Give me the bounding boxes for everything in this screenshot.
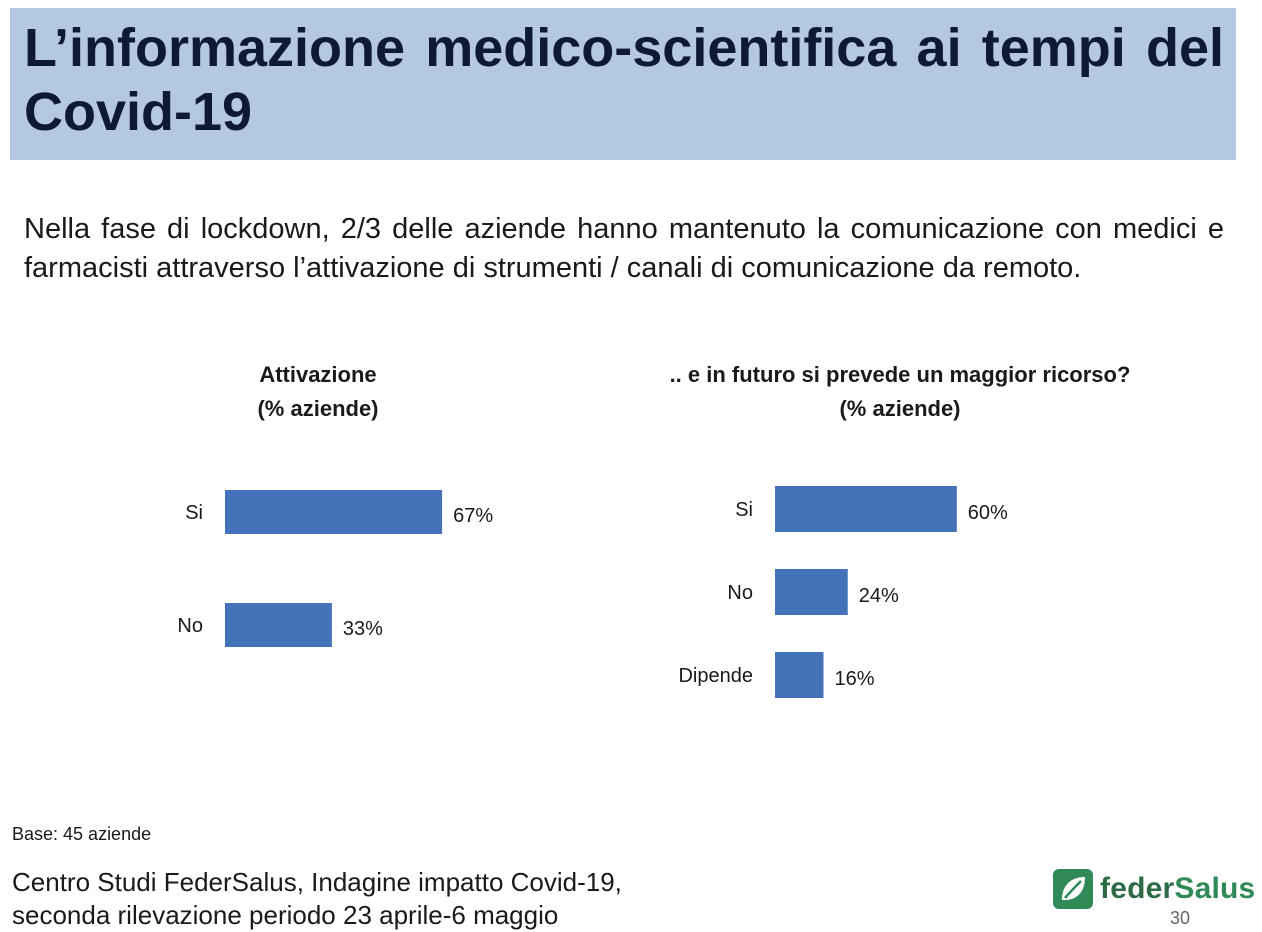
chart-2-value-label: 24% — [859, 585, 899, 607]
chart-1-category-label: Si — [185, 502, 203, 524]
page-title: L’informazione medico-scientifica ai tem… — [24, 18, 1224, 142]
logo-text-feder: feder — [1100, 872, 1175, 905]
chart-2-bar-no — [775, 569, 848, 615]
chart-1-bar-si — [225, 490, 443, 534]
chart-1-category-label: No — [177, 615, 203, 637]
chart-2-category-label: No — [727, 582, 753, 604]
logo-text-salus: Salus — [1174, 872, 1256, 905]
title-band — [10, 8, 1236, 160]
source-line-2: seconda rilevazione periodo 23 aprile-6 … — [12, 900, 559, 930]
source-line-1: Centro Studi FederSalus, Indagine impatt… — [12, 867, 622, 897]
leaf-icon — [1053, 869, 1093, 909]
base-note: Base: 45 aziende — [12, 824, 152, 844]
chart-2-value-label: 60% — [968, 502, 1008, 524]
logo-text: federSalus — [1100, 872, 1255, 906]
page-number: 30 — [1170, 908, 1191, 928]
subtitle: Nella fase di lockdown, 2/3 delle aziend… — [24, 213, 1224, 284]
chart-2-title-line1: .. e in futuro si prevede un maggior ric… — [669, 362, 1131, 387]
chart-2-value-label: 16% — [834, 668, 874, 690]
chart-2-bar-dipende — [775, 652, 824, 698]
chart-1-bar-no — [225, 603, 332, 647]
source-citation: Centro Studi FederSalus, Indagine impatt… — [12, 866, 622, 932]
chart-2-title-line2: (% aziende) — [839, 396, 961, 421]
chart-2-title: .. e in futuro si prevede un maggior ric… — [640, 358, 1160, 426]
federsalus-logo: federSalus — [1052, 866, 1255, 912]
chart-1-value-label: 33% — [343, 618, 383, 640]
chart-1-value-label: 67% — [453, 505, 493, 527]
chart-1-title-line1: Attivazione — [259, 362, 377, 387]
chart-2-bar-si — [775, 486, 957, 532]
chart-2-category-label: Dipende — [678, 665, 753, 687]
chart-2-category-label: Si — [735, 499, 753, 521]
chart-1-title-line2: (% aziende) — [257, 396, 379, 421]
chart-1-title: Attivazione (% aziende) — [228, 358, 408, 426]
